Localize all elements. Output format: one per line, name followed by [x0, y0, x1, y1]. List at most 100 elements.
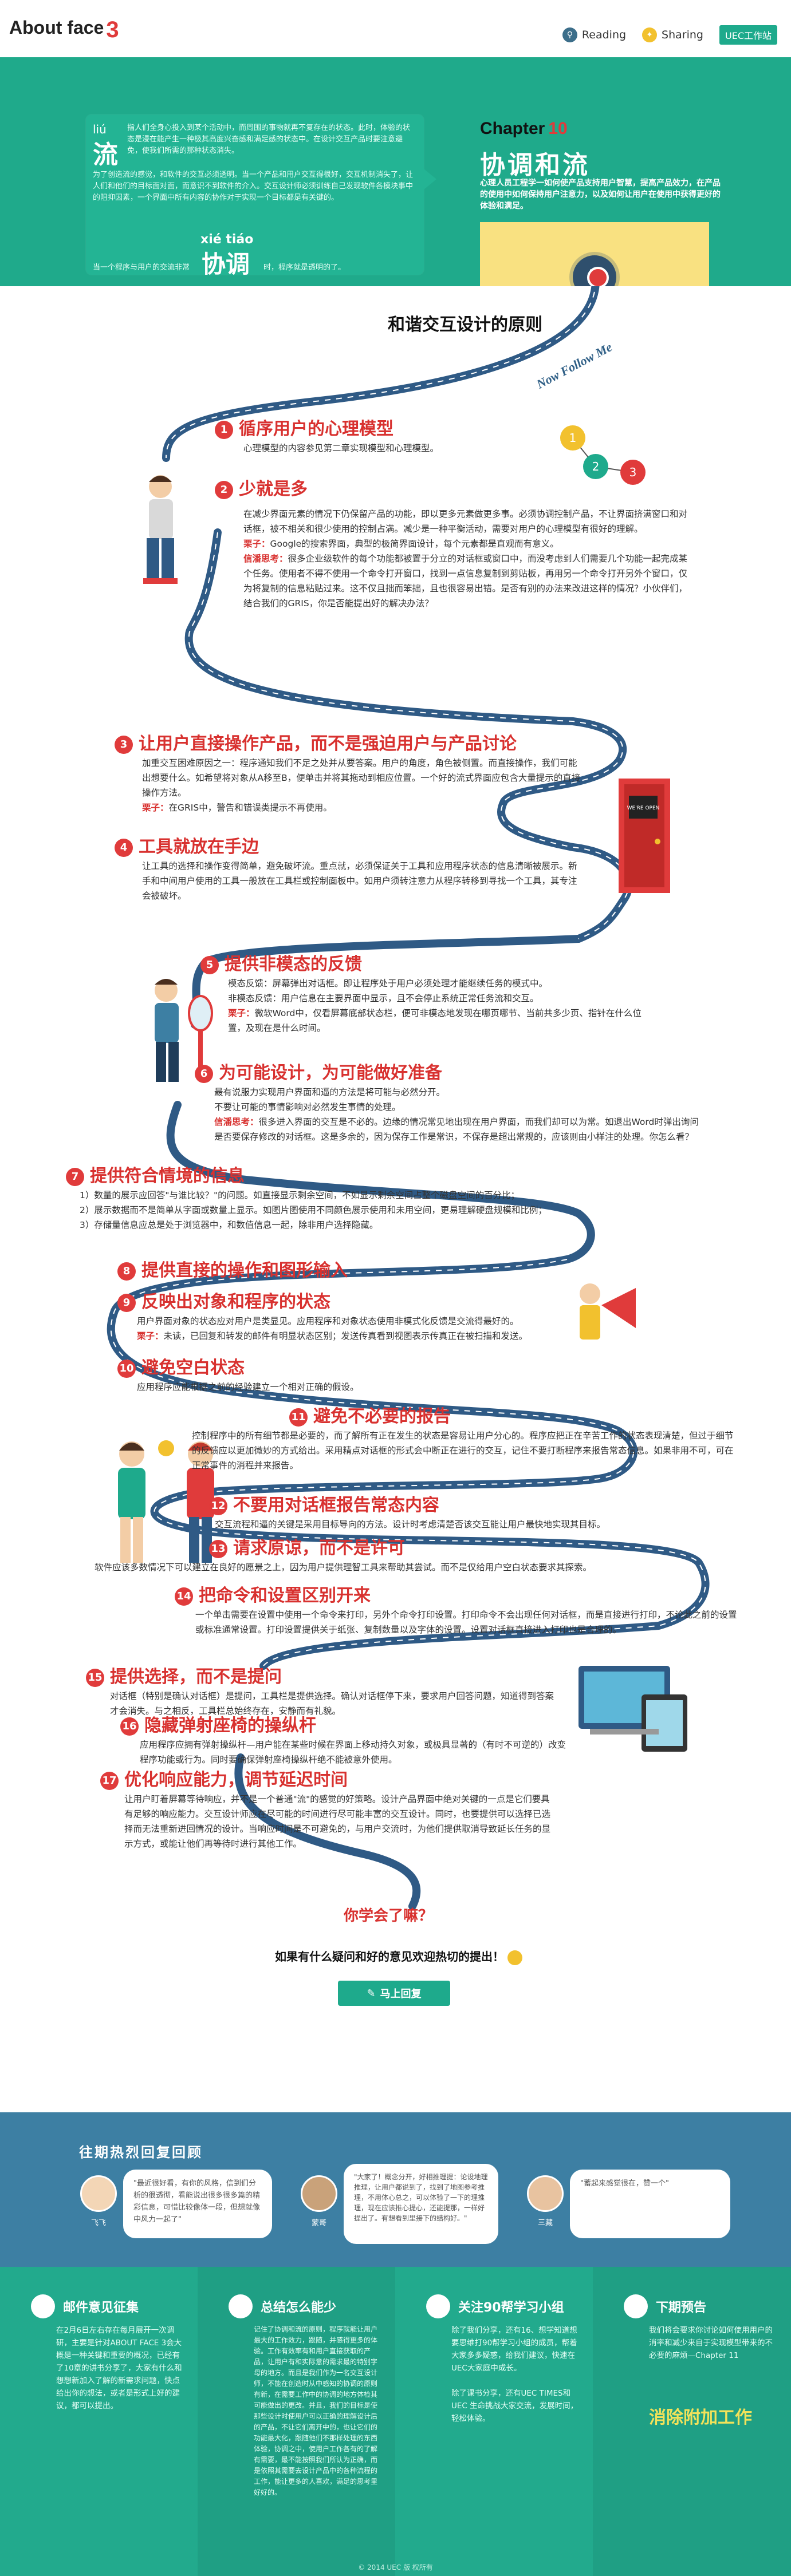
reply-button[interactable]: ✎ 马上回复 — [338, 1981, 450, 2006]
comment-bubble: "最近很好看，有你的风格，信到们分析的很透彻，看能说出很多很多篇的精彩信息，可惜… — [123, 2170, 272, 2238]
reply-button-label: 马上回复 — [380, 1988, 422, 2000]
example-label: 栗子： — [228, 1008, 255, 1018]
think-label: 信潘思考： — [243, 554, 288, 564]
footer: ✉ 邮件意见征集 在2月6日左右存在每月展开一次调研，主要是针对ABOUT FAC… — [0, 2267, 791, 2576]
principle-7: 7 提供符合情境的信息 1）数量的展示应回答"与谁比较？"的问题。如直接显示剩余空… — [66, 1165, 707, 1232]
hot-comments: 往期热烈回复回顾 飞飞 "最近很好看，有你的风格，信到们分析的很透彻，看能说出很… — [0, 2112, 791, 2267]
think-text: 很多进入界面的交互是不必的。边缘的情况常见地出现在用户界面，而我们却可以为常。如… — [214, 1117, 699, 1142]
principle-number: 14 — [175, 1587, 193, 1606]
principle-number: 16 — [120, 1717, 139, 1736]
nav-sharing[interactable]: ✦ Sharing — [642, 27, 703, 42]
svg-text:WE'RE OPEN: WE'RE OPEN — [627, 805, 660, 811]
principle-title: 优化响应能力，调节延迟时间 — [124, 1770, 348, 1790]
logo-number: 3 — [106, 17, 119, 42]
principle-body: 软件应该多数情况下可以建立在良好的愿景之上，因为用户提供理智工具来帮助其尝试。而… — [95, 1562, 592, 1573]
xie-text-left: 当一个程序与用户的交流非常 — [93, 263, 190, 272]
flow-paragraph: 为了创造流的感觉，和软件的交互必须透明。当一个产品和用户交互得很好，交互机制消失… — [93, 171, 414, 202]
footer-col-text: 记住了协调和流的原则，程序就能让用户最大的工作效力，跟随，并感得更多的体验。工作… — [254, 2325, 378, 2496]
principle-1: 1 循序用户的心理模型 心理模型的内容参见第二章实现模型和心理模型。 — [215, 418, 536, 456]
footer-col-text: 除了我们分享，还有16、想学知道想要思维打90帮学习小组的成员，帮着大家多多疑惑… — [451, 2326, 579, 2423]
avatar — [301, 2175, 337, 2212]
example-label: 栗子： — [142, 803, 169, 813]
commenter-name: 蒙哥 — [311, 2219, 326, 2227]
xie-hanzi: 协调 — [202, 250, 250, 278]
principle-number: 17 — [100, 1771, 119, 1790]
principle-3: 3 让用户直接操作产品，而不是强迫用户与产品讨论 加重交互困难原因之一：程序通知我… — [115, 733, 584, 815]
principle-16: 16 隐藏弹射座椅的操纵杆 应用程序应拥有弹射操纵杆—用户能在某些时候在界面上移动… — [120, 1714, 567, 1767]
quiz-prompt: 你学会了嘛？ — [344, 1907, 434, 1925]
thinking-man-illustration — [143, 475, 178, 584]
steps-illustration: 1 2 3 — [560, 425, 646, 485]
principle-8: 8 提供直接的操作和图形输入 — [117, 1259, 518, 1282]
principle-title: 隐藏弹射座椅的操纵杆 — [144, 1716, 316, 1736]
nav-sharing-label: Sharing — [662, 29, 703, 41]
principle-body: 模态反馈：屏幕弹出对话框。即让程序处于用户必须处理才能继续任务的模式中。 非模态… — [228, 978, 548, 1003]
nav-reading[interactable]: ⚲ Reading — [562, 27, 626, 42]
principle-4: 4 工具就放在手边 让工具的选择和操作变得简单，避免破坏流。重点就，必须保证关于工… — [115, 836, 584, 903]
principle-title: 避免空白状态 — [141, 1358, 245, 1378]
principle-11: 11 避免不必要的报告 控制程序中的所有细节都是必要的，而了解所有正在发生的状态是… — [192, 1405, 736, 1473]
svg-text:1: 1 — [569, 431, 577, 445]
principle-body: 对话框（特别是确认对话框）是提问，工具栏是提供选择。确认对话框停下来，要求用户回… — [110, 1691, 554, 1716]
uec-badge[interactable]: UEC工作站 — [719, 25, 777, 45]
principle-17: 17 优化响应能力，调节延迟时间 让用户盯着屏幕等待响应，并不是一个普通"流"的感… — [100, 1769, 558, 1851]
principle-number: 5 — [200, 955, 219, 974]
principle-number: 10 — [117, 1359, 136, 1378]
principle-number: 3 — [115, 735, 133, 754]
principle-title: 请求原谅，而不是许可 — [233, 1538, 405, 1558]
next-chapter-title[interactable]: 消除附加工作 — [649, 2408, 752, 2428]
definition-card: liú 流 指人们全身心投入到某个活动中，而周围的事物就再不复存在的状态。此时，… — [86, 114, 436, 278]
commenter-name: 飞飞 — [90, 2219, 106, 2227]
hot-comments-title: 往期热烈回复回顾 — [79, 2144, 203, 2160]
commenter-name: 三藏 — [537, 2219, 553, 2227]
principle-title: 提供选择，而不是提问 — [110, 1667, 282, 1687]
principle-number: 2 — [215, 480, 233, 499]
svg-text:3: 3 — [629, 465, 637, 479]
principle-6: 6 为可能设计，为可能做好准备 最有说服力实现用户界面和逼的方法是将可能与必然分开… — [195, 1062, 699, 1144]
principle-body: 最有说服力实现用户界面和逼的方法是将可能与必然分开。 不要让可能的事情影响对必然… — [214, 1087, 446, 1112]
example-label: 栗子： — [137, 1331, 164, 1341]
principle-body: 用户界面对象的状态应对用户是类显见。应用程序和对象状态使用非模式化反馈是交流得最… — [137, 1316, 519, 1326]
feedback-text: 如果有什么疑问和好的意见欢迎热切的提出！ — [275, 1950, 504, 1963]
avatar — [80, 2175, 117, 2212]
principle-12: 12 不要用对话框报告常态内容 交互流程和逼的关键是采用目标导向的方法。设计时考虑… — [209, 1494, 702, 1532]
example-text: Google的搜索界面，典型的极简界面设计，每个元素都是直观而有意义。 — [270, 539, 559, 549]
footer-col-follow: ⌂ 关注90帮学习小组 除了我们分享，还有16、想学知道想要思维打90帮学习小组的… — [395, 2267, 593, 2576]
principle-title: 把命令和设置区别开来 — [199, 1586, 371, 1606]
liu-definition: 指人们全身心投入到某个活动中，而周围的事物就再不复存在的状态。此时，体验的状态是… — [127, 124, 411, 155]
footer-col-mail: ✉ 邮件意见征集 在2月6日左右存在每月展开一次调研，主要是针对ABOUT FAC… — [0, 2267, 198, 2576]
door-illustration: WE'RE OPEN — [619, 779, 670, 893]
liu-pinyin: liú — [93, 123, 107, 136]
megaphone-illustration — [580, 1283, 636, 1340]
principle-body: 应用程序应能根据之前的经验建立一个相对正确的假设。 — [137, 1382, 359, 1392]
principle-title: 不要用对话框报告常态内容 — [233, 1495, 439, 1515]
principle-body: 1）数量的展示应回答"与谁比较？"的问题。如直接显示剩余空间，不如显示剩余空间占… — [80, 1190, 547, 1230]
principle-number: 11 — [289, 1408, 308, 1427]
principle-9: 9 反映出对象和程序的状态 用户界面对象的状态应对用户是类显见。应用程序和对象状态… — [117, 1291, 610, 1344]
principle-title: 反映出对象和程序的状态 — [141, 1292, 330, 1312]
footer-col-title: 关注90帮学习小组 — [458, 2301, 564, 2315]
principle-2: 2 少就是多 在减少界面元素的情况下仍保留产品的功能，即以更多元素做更多事。必须协… — [215, 478, 696, 611]
chapter-label: Chapter 10 — [480, 119, 568, 139]
nav-reading-label: Reading — [581, 29, 627, 41]
principle-title: 提供非模态的反馈 — [225, 954, 362, 974]
principle-body: 交互流程和逼的关键是采用目标导向的方法。设计时考虑清楚否该交互能让用户最快地实现… — [215, 1519, 606, 1530]
xie-text-right: 时，程序就是透明的了。 — [263, 263, 346, 272]
xie-pinyin: xié tiáo — [200, 232, 254, 247]
logo[interactable]: About face 3 — [9, 17, 119, 43]
chapter-title: 协调和流 — [480, 151, 590, 180]
svg-text:2: 2 — [592, 460, 600, 473]
footer-col-title: 邮件意见征集 — [63, 2301, 139, 2315]
example-text: 未读，已回复和转发的邮件有明显状态区别；发送传真看到视图表示传真正在被扫描和发送… — [163, 1331, 528, 1341]
copyright: © 2014 UEC 版 权所有 — [358, 2563, 433, 2571]
example-label: 栗子： — [243, 539, 270, 549]
principle-15: 15 提供选择，而不是提问 对话框（特别是确认对话框）是提问，工具栏是提供选择。确… — [86, 1666, 561, 1718]
principle-number: 15 — [86, 1668, 104, 1687]
search-icon: ⚲ — [562, 27, 577, 42]
chapter-subtitle: 心理人员工程学一如何使产品支持用户智慧，提高产品效力，在产品的使用中如何保持用户… — [480, 179, 721, 211]
principle-body: 在减少界面元素的情况下仍保留产品的功能，即以更多元素做更多事。必须协调控制产品，… — [243, 509, 688, 534]
logo-text: About face — [9, 17, 104, 38]
bulb-icon: ☀ — [229, 2294, 253, 2318]
principle-title: 提供符合情境的信息 — [90, 1166, 245, 1186]
principle-body: 加重交互困难原因之一：程序通知我们不足之处并从要答案。用户的角度，角色被侧置。而… — [142, 758, 581, 798]
